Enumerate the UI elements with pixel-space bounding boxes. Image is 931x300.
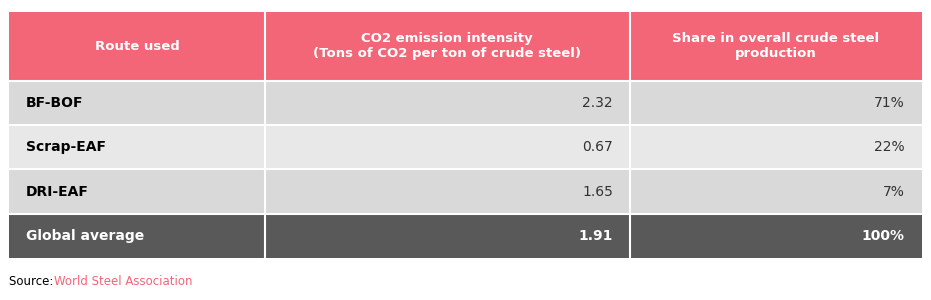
- Bar: [9, 214, 264, 258]
- Text: 100%: 100%: [862, 229, 905, 243]
- Bar: [629, 125, 922, 170]
- Bar: [264, 81, 629, 125]
- Bar: [9, 12, 264, 81]
- Text: Source:: Source:: [9, 274, 58, 288]
- Text: 7%: 7%: [884, 184, 905, 199]
- Text: CO2 emission intensity
(Tons of CO2 per ton of crude steel): CO2 emission intensity (Tons of CO2 per …: [313, 32, 581, 60]
- Bar: [9, 169, 264, 214]
- Text: BF-BOF: BF-BOF: [26, 96, 84, 110]
- Bar: [9, 125, 264, 170]
- Bar: [629, 214, 922, 258]
- Text: DRI-EAF: DRI-EAF: [26, 184, 89, 199]
- Text: Route used: Route used: [95, 40, 180, 53]
- Text: World Steel Association: World Steel Association: [54, 274, 193, 288]
- Text: 1.65: 1.65: [582, 184, 613, 199]
- Text: 2.32: 2.32: [583, 96, 613, 110]
- Bar: [264, 214, 629, 258]
- Text: Global average: Global average: [26, 229, 144, 243]
- Text: 1.91: 1.91: [578, 229, 613, 243]
- Bar: [9, 81, 264, 125]
- Text: 22%: 22%: [874, 140, 905, 154]
- Text: Share in overall crude steel
production: Share in overall crude steel production: [672, 32, 879, 60]
- Text: 0.67: 0.67: [582, 140, 613, 154]
- Bar: [264, 12, 629, 81]
- Bar: [629, 169, 922, 214]
- Bar: [264, 125, 629, 170]
- Bar: [629, 12, 922, 81]
- Bar: [629, 81, 922, 125]
- Text: Scrap-EAF: Scrap-EAF: [26, 140, 106, 154]
- Text: 71%: 71%: [874, 96, 905, 110]
- Bar: [264, 169, 629, 214]
